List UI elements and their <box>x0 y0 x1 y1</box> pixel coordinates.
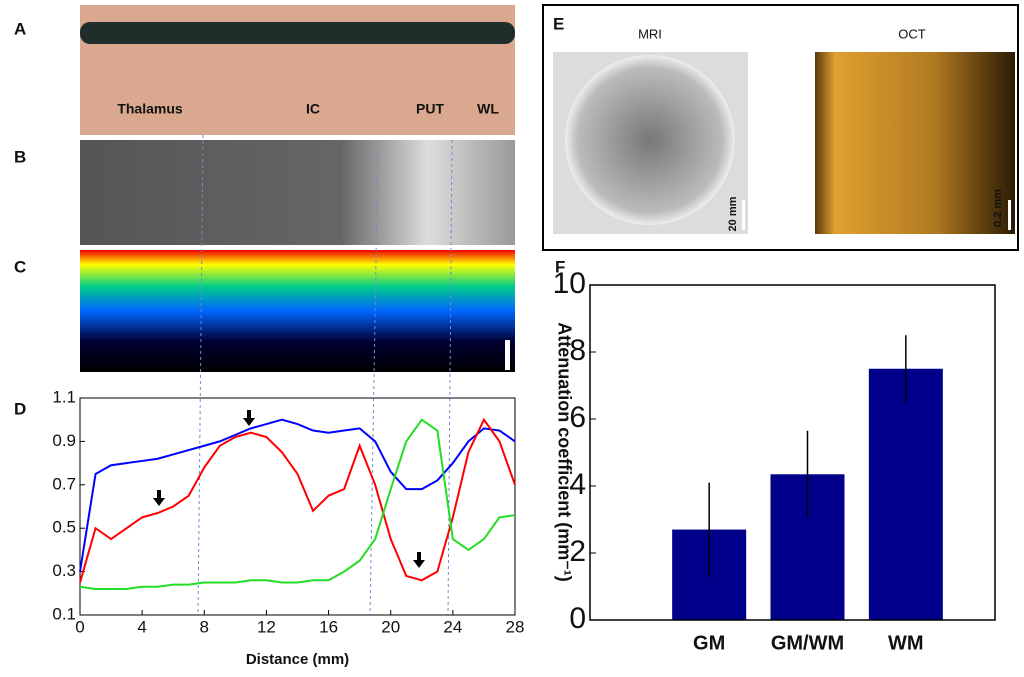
x-tick-label: 20 <box>381 617 400 636</box>
bar <box>868 368 943 620</box>
plot-frame <box>79 397 516 616</box>
line-series <box>79 417 516 583</box>
y-tick-label: 10 <box>553 267 586 300</box>
line-series <box>79 418 516 590</box>
panel-label: E <box>553 14 564 33</box>
guide-lines <box>197 134 453 616</box>
x-tick-label: WM <box>888 632 924 654</box>
x-tick-label: 16 <box>319 617 338 636</box>
x-axis-label: Distance (mm) <box>246 651 349 668</box>
scale-bar <box>742 200 745 230</box>
x-tick-label: 12 <box>257 617 276 636</box>
y-tick-label: 0.7 <box>52 474 76 493</box>
plot-frame <box>589 284 996 621</box>
x-tick-label: 8 <box>200 617 209 636</box>
scale-bar <box>505 340 510 370</box>
panel-label: A <box>14 19 26 38</box>
y-tick-label: 0.1 <box>52 604 76 623</box>
scale-bar <box>1008 200 1011 230</box>
y-tick-label: 8 <box>569 334 586 367</box>
region-label: PUT <box>416 101 444 117</box>
x-tick-label: 24 <box>443 617 462 636</box>
y-tick-label: 2 <box>569 535 586 568</box>
region-label: WL <box>477 101 499 117</box>
x-tick-label: GM/WM <box>771 632 844 654</box>
y-tick-label: 0.3 <box>52 561 76 580</box>
y-tick-label: 6 <box>569 401 586 434</box>
y-tick-label: 1.1 <box>52 387 76 406</box>
panel-label: D <box>14 399 26 418</box>
x-tick-label: 28 <box>506 617 525 636</box>
x-tick-label: 4 <box>137 617 146 636</box>
x-tick-label: 0 <box>75 617 84 636</box>
x-tick-label: GM <box>693 632 725 654</box>
scale-label: 0.2 mm <box>992 189 1004 227</box>
image-title: MRI <box>638 26 662 41</box>
probe <box>80 22 515 44</box>
y-tick-label: 0.5 <box>52 518 76 537</box>
y-tick-label: 0 <box>569 602 586 635</box>
y-axis-label: Attenuation coefficient (mm⁻¹) <box>554 322 574 582</box>
oct-image <box>815 52 1015 234</box>
y-tick-label: 4 <box>569 468 586 501</box>
scale-label: 20 mm <box>727 196 739 231</box>
line-series <box>79 418 516 572</box>
panel-label: F <box>555 257 565 276</box>
image-title: OCT <box>898 26 926 41</box>
mri-sample <box>565 55 735 225</box>
oct-image <box>80 250 515 372</box>
region-label: Thalamus <box>117 101 183 117</box>
panel-frame <box>542 4 1019 251</box>
y-tick-label: 0.9 <box>52 431 76 450</box>
ultrasound-image <box>80 140 515 245</box>
panel-label: C <box>14 257 26 276</box>
region-label: IC <box>306 101 320 117</box>
panel-label: B <box>14 147 26 166</box>
arrows <box>153 410 425 568</box>
